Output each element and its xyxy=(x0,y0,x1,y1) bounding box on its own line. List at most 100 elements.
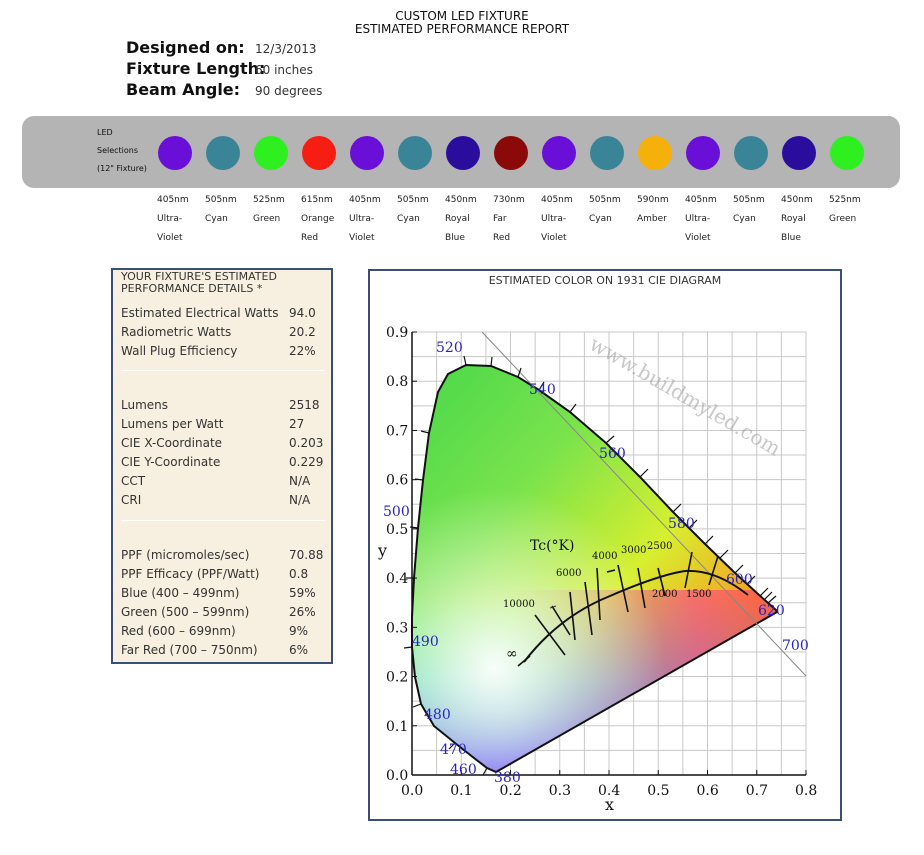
designed-on-label: Designed on: xyxy=(126,38,245,57)
cie-diagram-title: ESTIMATED COLOR ON 1931 CIE DIAGRAM xyxy=(488,274,722,287)
led-label-name1: Orange xyxy=(301,214,335,224)
led-label-name1: Ultra- xyxy=(541,214,567,224)
y-tick-label: 0.5 xyxy=(386,522,408,538)
led-label-wavelength: 615nm xyxy=(301,195,333,205)
led-label: 405nm Ultra- Violet xyxy=(685,191,735,248)
detail-label: Wall Plug Efficiency xyxy=(121,344,238,358)
cct-labels: 10000 6000 4000 3000 2500 2000 1500 ∞ xyxy=(503,541,711,662)
cie-chart: 0.0 0.1 0.2 0.3 0.4 0.5 0.6 0.7 0.8 0.0 0.1 0.2 0.3 0… xyxy=(377,325,817,814)
led-label-name1: Ultra- xyxy=(349,214,375,224)
led-label-wavelength: 525nm xyxy=(829,195,861,205)
y-tick-label: 0.6 xyxy=(386,473,408,489)
y-tick-label: 0.8 xyxy=(386,374,408,390)
cie-point-marker xyxy=(549,605,557,609)
wavelength-labels: 380 460 470 480 490 500 520 540 560 580 … xyxy=(383,340,809,786)
fixture-length-value: 60 inches xyxy=(255,63,313,77)
detail-value: 94.0 xyxy=(289,306,316,320)
led-label-wavelength: 590nm xyxy=(637,195,669,205)
led-label-name2: Violet xyxy=(541,233,567,243)
led-label-name2: Red xyxy=(301,233,319,243)
led-label-name1: Cyan xyxy=(397,214,420,224)
led-label-wavelength: 505nm xyxy=(733,195,765,205)
wl-label-490: 490 xyxy=(412,634,439,650)
detail-value: N/A xyxy=(289,493,311,507)
led-color-dot xyxy=(350,136,384,170)
detail-label: Lumens xyxy=(121,398,169,412)
wl-label-460: 460 xyxy=(450,762,477,778)
detail-label: Lumens per Watt xyxy=(121,417,224,431)
y-axis-label: y xyxy=(377,541,387,560)
led-label-wavelength: 405nm xyxy=(157,195,189,205)
tc-label: Tc(°K) xyxy=(530,538,574,554)
y-tick-label: 0.7 xyxy=(386,423,408,439)
led-label-name2: Red xyxy=(493,233,511,243)
led-label-name2: Blue xyxy=(445,233,465,243)
led-label-wavelength: 730nm xyxy=(493,195,525,205)
cct-label-3000: 3000 xyxy=(621,545,646,556)
led-color-dot xyxy=(542,136,576,170)
cct-label-1500: 1500 xyxy=(686,589,711,600)
led-label-wavelength: 405nm xyxy=(541,195,573,205)
led-label: 450nm Royal Blue xyxy=(445,191,495,248)
details-divider xyxy=(121,370,325,371)
y-tick-label: 0.3 xyxy=(386,620,408,636)
detail-value: 9% xyxy=(289,624,309,638)
cct-label-6000: 6000 xyxy=(556,568,581,579)
led-color-dot xyxy=(446,136,480,170)
x-tick-label: 0.6 xyxy=(697,783,719,799)
cct-label-2000: 2000 xyxy=(652,589,677,600)
led-color-dot xyxy=(494,136,528,170)
y-tick-label: 0.9 xyxy=(386,325,408,341)
detail-label: Green (500 – 599nm) xyxy=(121,605,250,619)
x-tick-label: 0.8 xyxy=(795,783,817,799)
wl-label-540: 540 xyxy=(529,382,556,398)
led-label: 505nm Cyan xyxy=(397,191,447,229)
led-caption-line1: LED xyxy=(97,128,113,137)
led-label: 505nm Cyan xyxy=(733,191,783,229)
led-color-dot xyxy=(734,136,768,170)
led-label: 525nm Green xyxy=(253,191,303,229)
led-label-name1: Green xyxy=(253,214,281,224)
led-color-dot xyxy=(398,136,432,170)
y-tick-label: 0.2 xyxy=(386,670,408,686)
details-header-line1: YOUR FIXTURE'S ESTIMATED xyxy=(121,270,277,283)
led-label-name1: Cyan xyxy=(733,214,756,224)
led-label-name1: Royal xyxy=(445,214,470,224)
detail-value: 0.8 xyxy=(289,567,309,581)
planckian-locus xyxy=(523,569,749,663)
detail-value: 6% xyxy=(289,643,309,657)
wl-label-560: 560 xyxy=(599,446,626,462)
wl-label-470: 470 xyxy=(440,742,467,758)
y-tick-label: 0.4 xyxy=(386,571,408,587)
led-label-wavelength: 525nm xyxy=(253,195,285,205)
x-tick-label: 0.1 xyxy=(450,783,472,799)
wl-label-700: 700 xyxy=(782,638,809,654)
y-tick-label: 0.1 xyxy=(386,719,408,735)
led-color-dot xyxy=(206,136,240,170)
report-title-line2: ESTIMATED PERFORMANCE REPORT xyxy=(354,22,570,36)
led-label: 730nm Far Red xyxy=(493,191,543,248)
detail-value: 70.88 xyxy=(289,548,324,562)
details-header-line2: PERFORMANCE DETAILS * xyxy=(121,282,263,295)
led-color-dot xyxy=(638,136,672,170)
spectral-locus xyxy=(411,363,779,774)
led-color-dot xyxy=(254,136,288,170)
wl-label-580: 580 xyxy=(668,516,695,532)
led-label-name1: Amber xyxy=(637,214,667,224)
led-color-dot xyxy=(830,136,864,170)
designed-on-value: 12/3/2013 xyxy=(255,42,317,56)
detail-value: 2518 xyxy=(289,398,320,412)
beam-angle-value: 90 degrees xyxy=(255,84,323,98)
led-label-wavelength: 505nm xyxy=(589,195,621,205)
wl-label-480: 480 xyxy=(424,707,451,723)
led-label-wavelength: 450nm xyxy=(445,195,477,205)
wl-label-600: 600 xyxy=(726,572,753,588)
wl-label-620: 620 xyxy=(758,603,785,619)
led-color-dot xyxy=(590,136,624,170)
led-label-wavelength: 405nm xyxy=(349,195,381,205)
led-label-name1: Ultra- xyxy=(157,214,183,224)
cie-axes: 0.0 0.1 0.2 0.3 0.4 0.5 0.6 0.7 0.8 0.0 0.1 0.2 0.3 0… xyxy=(386,325,817,799)
isotherm-lines xyxy=(517,551,719,667)
led-label-name1: Ultra- xyxy=(685,214,711,224)
detail-value: 22% xyxy=(289,344,316,358)
